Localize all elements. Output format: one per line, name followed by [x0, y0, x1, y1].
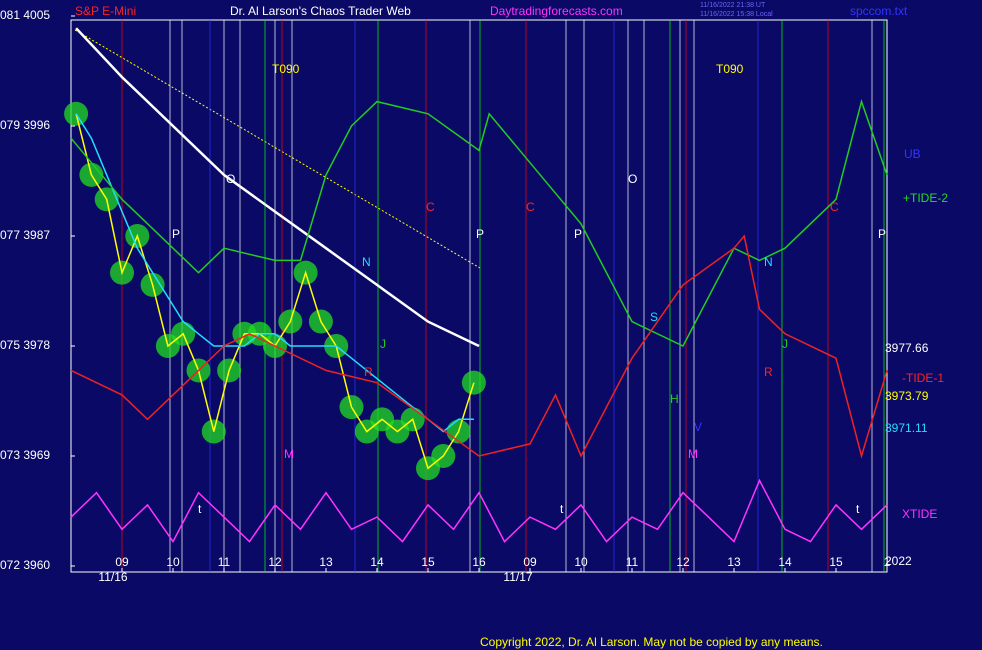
- right-label: 2022: [885, 554, 912, 568]
- y-tick-label: 075 3978: [0, 338, 50, 352]
- site-title: Dr. Al Larson's Chaos Trader Web: [230, 4, 411, 18]
- annotation: J: [782, 337, 788, 351]
- series-line: [70, 478, 888, 544]
- y-tick-label: 072 3960: [0, 558, 50, 572]
- x-tick-label: 12: [268, 555, 282, 569]
- annotation: t: [856, 502, 860, 516]
- annotation: H: [670, 392, 679, 406]
- x-tick-label: 10: [574, 555, 588, 569]
- annotation: R: [764, 365, 773, 379]
- x-tick-label: 10: [166, 555, 180, 569]
- x-tick-label: 14: [778, 555, 792, 569]
- annotation: N: [362, 255, 371, 269]
- x-tick-label: 11: [218, 555, 231, 569]
- timestamp: 11/16/2022 21:38 UT: [700, 2, 766, 9]
- annotation: P: [574, 227, 582, 241]
- right-label: 3977.66: [885, 341, 929, 355]
- x-tick-label: 13: [319, 555, 333, 569]
- copyright: Copyright 2022, Dr. Al Larson. May not b…: [480, 635, 823, 649]
- right-label: 3973.79: [885, 389, 929, 403]
- series-line: [70, 234, 888, 459]
- annotation: P: [172, 227, 180, 241]
- x-tick-label: 13: [727, 555, 741, 569]
- site-url: Daytradingforecasts.com: [490, 4, 623, 18]
- annotation: t: [198, 502, 202, 516]
- right-label: XTIDE: [902, 507, 937, 521]
- y-tick-label: 079 3996: [0, 118, 50, 132]
- right-label: UB: [904, 147, 921, 161]
- right-label: -TIDE-1: [902, 371, 944, 385]
- file-name: spccom.txt: [850, 4, 908, 18]
- timestamp: 11/16/2022 15:38 Local: [700, 11, 773, 18]
- annotation: R: [364, 365, 373, 379]
- price-bubble: [461, 370, 486, 395]
- series-line: [75, 113, 474, 433]
- annotation: M: [284, 447, 294, 461]
- annotation: P: [476, 227, 484, 241]
- annotation: C: [526, 200, 535, 214]
- annotation: V: [694, 420, 702, 434]
- series-line: [70, 99, 888, 347]
- annotation: C: [830, 200, 839, 214]
- annotation: P: [878, 227, 886, 241]
- y-tick-label: 077 3987: [0, 228, 50, 242]
- right-label: +TIDE-2: [903, 191, 948, 205]
- date-label: 11/16: [98, 570, 127, 584]
- price-bubble: [64, 101, 89, 126]
- x-tick-label: 09: [115, 555, 129, 569]
- annotation: T090: [716, 62, 744, 76]
- annotation: S: [650, 310, 658, 324]
- x-tick-label: 09: [523, 555, 537, 569]
- x-tick-label: 12: [676, 555, 690, 569]
- timing-lines: [121, 20, 885, 572]
- x-tick-label: 11: [626, 555, 639, 569]
- annotation: M: [688, 447, 698, 461]
- annotation: t: [560, 502, 564, 516]
- date-label: 11/17: [503, 570, 532, 584]
- annotation: N: [764, 255, 773, 269]
- y-tick-label: 073 3969: [0, 448, 50, 462]
- y-tick-label: 081 4005: [0, 8, 50, 22]
- series-line: [75, 27, 480, 348]
- right-label: 3971.11: [885, 421, 928, 435]
- x-tick-label: 15: [829, 555, 843, 569]
- annotation: O: [226, 172, 235, 186]
- x-tick-label: 15: [421, 555, 435, 569]
- x-tick-label: 16: [472, 555, 486, 569]
- annotation: C: [426, 200, 435, 214]
- annotation: J: [380, 337, 386, 351]
- annotation: O: [628, 172, 637, 186]
- x-tick-label: 1: [884, 555, 891, 569]
- symbol: S&P E-Mini: [75, 4, 136, 18]
- x-tick-label: 14: [370, 555, 384, 569]
- plot: [64, 27, 888, 544]
- annotation: T090: [272, 62, 300, 76]
